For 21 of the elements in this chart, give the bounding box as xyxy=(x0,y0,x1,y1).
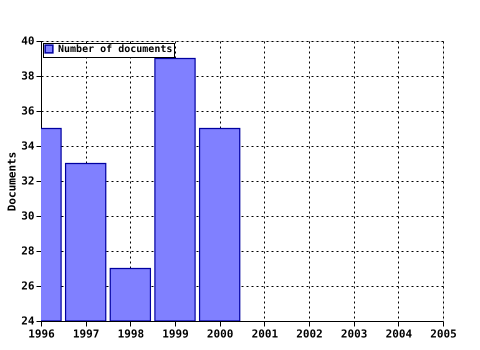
y-tick-label: 28 xyxy=(21,244,34,258)
x-tick-label: 1999 xyxy=(162,328,189,340)
y-tick-label: 36 xyxy=(21,104,35,118)
y-tick-label: 26 xyxy=(21,280,35,292)
x-tick-label: 2000 xyxy=(206,328,234,340)
x-tick-label: 1998 xyxy=(118,328,144,340)
legend-label: Number of documents xyxy=(58,44,172,55)
x-tick-label: 1996 xyxy=(28,328,56,340)
x-tick-label: 2004 xyxy=(386,328,412,340)
x-tick-label: 2002 xyxy=(296,328,323,340)
y-tick-label: 32 xyxy=(21,174,34,188)
y-tick-label: 30 xyxy=(21,210,34,222)
x-tick-label: 1997 xyxy=(72,328,100,340)
y-tick-label: 34 xyxy=(21,140,35,152)
y-tick-label: 24 xyxy=(21,314,35,328)
x-tick-label: 2005 xyxy=(430,328,457,340)
y-tick-label: 38 xyxy=(21,70,34,82)
x-tick-label: 2001 xyxy=(252,328,278,340)
y-tick-label: 40 xyxy=(21,34,34,48)
x-tick-label: 2003 xyxy=(340,328,368,340)
y-axis-title: Documents xyxy=(5,152,18,212)
